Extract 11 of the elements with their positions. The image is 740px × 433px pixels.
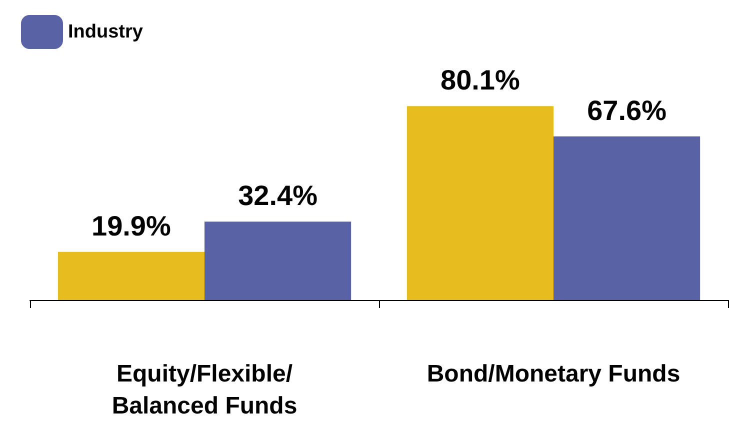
data-label: 67.6%	[587, 94, 667, 126]
bar	[406, 106, 554, 300]
bar	[58, 252, 204, 300]
x-tick-label: Equity/Flexible/ Balanced Funds	[112, 360, 298, 420]
data-label: 80.1%	[440, 64, 520, 96]
bar	[204, 222, 352, 300]
data-label: 32.4%	[238, 180, 318, 212]
data-label: 19.9%	[92, 210, 172, 242]
x-tick-label: Bond/Monetary Funds	[426, 360, 680, 388]
bar	[554, 136, 700, 300]
legend-label: Industry	[68, 22, 144, 42]
